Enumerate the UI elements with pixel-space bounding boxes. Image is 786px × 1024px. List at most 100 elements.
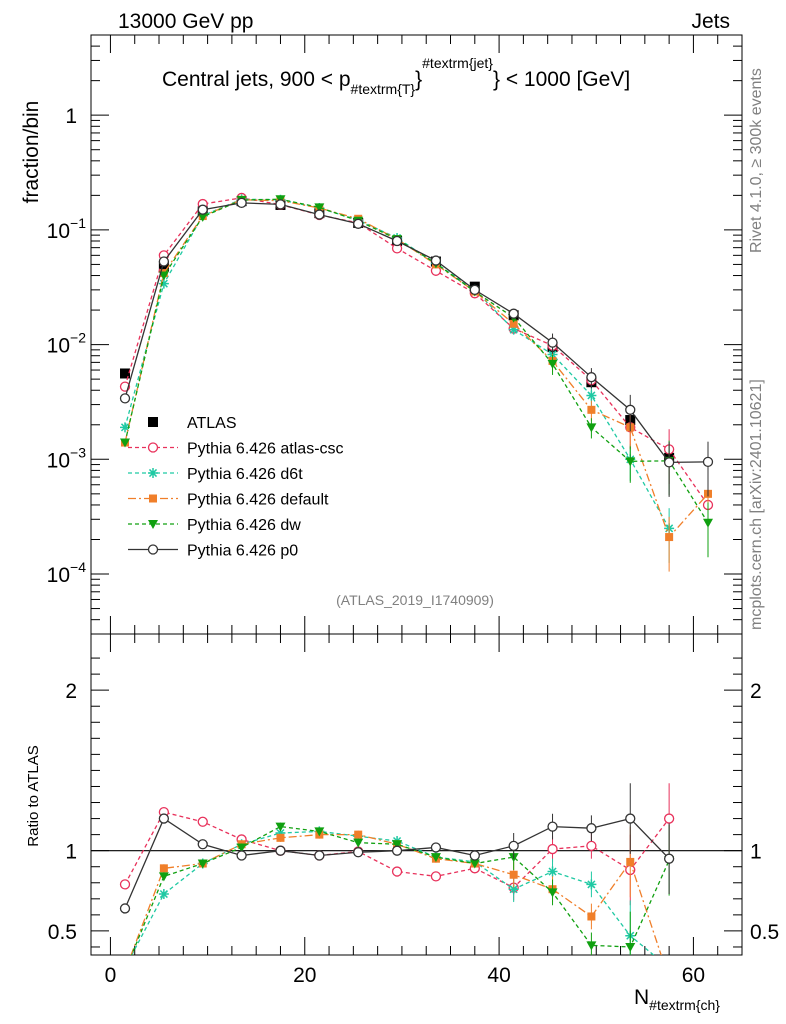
rivet-version-label: Rivet 4.1.0, ≥ 300k events [748,68,765,253]
chart-title-suffix: } < 1000 [GeV] [493,68,630,91]
marker-p0 [158,256,170,267]
ratio-marker-dw [625,942,636,952]
ratio-marker-dw [158,872,169,882]
marker-p0 [275,199,286,210]
y-tick-label: 10−1 [47,215,87,243]
ratio-marker-p0 [314,850,325,861]
series-default [121,195,712,572]
data-point [702,456,714,468]
data-point [120,438,131,448]
data-point [275,845,286,856]
data-point [665,533,674,542]
data-point [236,197,247,209]
main-panel-series [119,192,714,572]
data-point [275,828,286,839]
mcplots-label: mcplots.cern.ch [arXiv:2401.10621] [748,379,765,630]
ratio-marker-p0 [508,840,519,852]
data-point [391,866,403,877]
marker-d6t [120,422,131,433]
data-point [547,866,558,877]
data-point [119,879,131,890]
ratio-series-line [130,825,670,955]
data-point [586,840,597,852]
data-point [391,845,403,856]
data-point [430,871,442,882]
ratio-panel: 0.5 0.51 12 20 20 40 60 Ratio to ATLAS N#textr… [25,633,779,1013]
y-tick-label: 10−3 [47,444,87,472]
data-point [663,853,675,864]
data-point [509,319,518,328]
marker-dw [547,359,558,369]
marker-p0 [197,204,208,215]
ratio-marker-d6t [586,879,597,890]
marker-p0 [508,308,519,319]
ratio-marker-default [626,857,635,866]
legend-marker [149,494,157,503]
data-point [197,859,208,869]
ratio-y-tick-label: 0.5 [48,921,77,944]
marker-p0 [663,457,675,468]
marker-dw [702,518,713,528]
data-point [547,337,558,348]
ratio-marker-dw [314,827,325,837]
ratio-marker-p0 [236,850,247,861]
data-point [663,457,675,468]
x-axis-label: N#textrm{ch} [634,986,720,1013]
data-point [354,830,363,839]
ratio-marker-atlas-csc [547,843,558,855]
data-point [353,838,364,848]
data-point [430,255,442,266]
data-point [469,284,480,296]
data-point [587,405,596,414]
data-point [586,423,597,433]
data-point [469,850,480,861]
data-point [702,518,713,528]
ratio-marker-atlas-csc [663,813,675,824]
ratio-marker-dw [275,822,286,832]
data-point [119,903,131,914]
ratio-panel-ticks: 0.5 0.51 12 20 20 40 60 [48,634,779,987]
category-label: Jets [691,10,730,33]
data-point [353,218,364,229]
data-point [626,857,635,866]
ratio-y-axis-label: Ratio to ATLAS [25,745,42,846]
x-axis-label-subscript: #textrm{ch} [649,997,720,1013]
x-tick-label: 20 [293,964,316,987]
ratio-marker-default [159,864,168,873]
main-panel: 110−110−210−310−4 Central jets, 900 < p#… [20,34,743,635]
marker-default [509,319,518,328]
data-point [120,422,131,433]
data-point [625,813,636,824]
marker-dw [120,438,131,448]
marker-dw [314,203,325,213]
marker-default [665,533,674,542]
data-point [275,199,286,210]
ratio-marker-d6t [158,889,169,900]
data-point [158,278,169,289]
legend-item-dw: Pythia 6.426 dw [128,517,301,534]
ratio-marker-p0 [275,845,286,856]
data-point [586,372,597,383]
ratio-marker-default [587,912,596,921]
ratio-marker-d6t [547,866,558,877]
marker-dw [586,423,597,433]
ratio-marker-p0 [430,842,442,853]
ratio-marker-dw [547,888,558,898]
ratio-y-tick-label: 1 [65,841,77,864]
legend-marker [148,468,158,478]
ratio-marker-dw [392,840,403,850]
ratio-series-line [130,833,662,955]
ratio-marker-p0 [547,821,558,832]
legend-item-default: Pythia 6.426 default [128,492,329,509]
data-point [663,813,675,824]
ratio-series-p0 [119,783,675,914]
data-point [547,359,558,369]
data-point [158,889,169,900]
data-point [197,204,208,215]
data-point [314,209,325,220]
ratio-marker-default [276,833,285,842]
ratio-marker-p0 [158,813,170,824]
legend-label: Pythia 6.426 d6t [187,466,303,483]
ratio-marker-p0 [391,845,403,856]
